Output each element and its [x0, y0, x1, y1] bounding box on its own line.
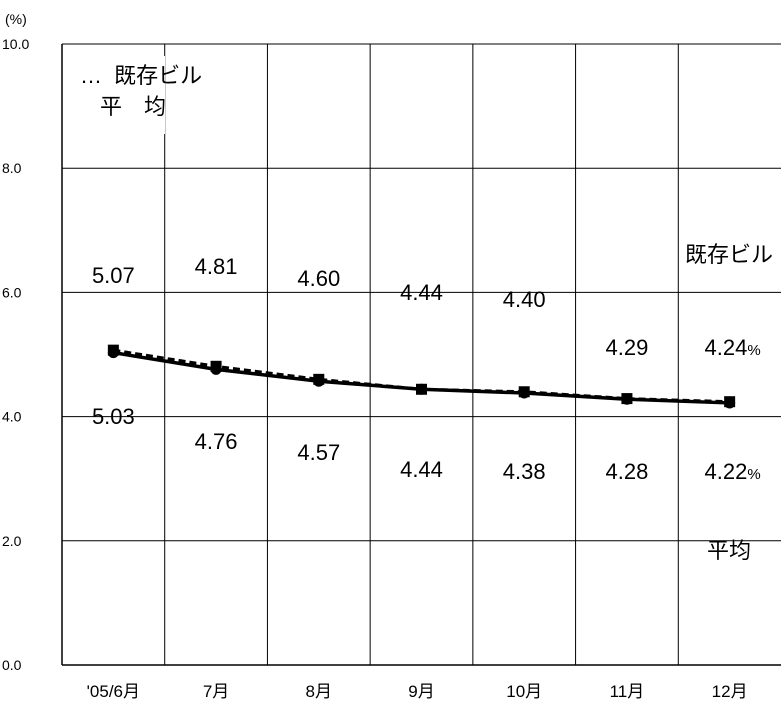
x-tick-label-3: 9月: [408, 682, 434, 701]
value-label-1-0: 5.03: [92, 404, 135, 429]
value-label-1-6: 4.22%: [705, 459, 761, 484]
marker-circle-1-1: [210, 363, 222, 375]
marker-circle-1-0: [107, 347, 119, 359]
series-label-existing-buildings: 既存ビル: [685, 242, 773, 267]
y-tick-label-0: 0.0: [2, 657, 22, 673]
value-label-0-2: 4.60: [297, 266, 340, 291]
marker-circle-1-4: [518, 387, 530, 399]
legend-text-1: 既存ビル: [114, 63, 202, 88]
y-tick-label-2: 4.0: [2, 409, 22, 425]
marker-circle-1-6: [724, 397, 736, 409]
legend-line-2: 平 均: [100, 94, 166, 119]
x-tick-labels: '05/6月 7月 8月 9月 10月 11月 12月: [87, 682, 748, 701]
y-tick-label-1: 2.0: [2, 533, 22, 549]
x-tick-label-4: 10月: [506, 682, 542, 701]
y-tick-labels: 0.0 2.0 4.0 6.0 8.0 10.0: [2, 36, 29, 673]
x-tick-label-2: 8月: [306, 682, 332, 701]
value-label-0-4: 4.40: [503, 287, 546, 312]
axes: [61, 44, 781, 666]
y-tick-label-4: 8.0: [2, 160, 22, 176]
value-label-1-5: 4.28: [606, 459, 649, 484]
value-label-1-3: 4.44: [400, 457, 443, 482]
value-label-0-6: 4.24%: [705, 335, 761, 360]
x-tick-label-5: 11月: [610, 682, 645, 701]
value-label-0-3: 4.44: [400, 280, 443, 305]
data-labels: 5.07 4.81 4.60 4.44 4.40 4.29 4.24% 5.03 4.76 4.5…: [92, 254, 761, 484]
x-tick-label-0: '05/6月: [87, 682, 140, 701]
x-tick-label-6: 12月: [712, 682, 748, 701]
legend-prefix: …: [80, 63, 102, 88]
marker-circle-1-3: [416, 383, 427, 395]
value-label-1-2: 4.57: [297, 440, 340, 465]
value-label-0-5: 4.29: [606, 335, 649, 360]
grid-lines: [62, 43, 781, 666]
series-markers: [107, 344, 736, 409]
legend-line-1: … 既存ビル: [80, 63, 202, 88]
y-axis-unit-label: (%): [5, 11, 27, 27]
value-label-1-4: 4.38: [503, 459, 546, 484]
legend: … 既存ビル 平 均: [70, 56, 202, 134]
y-tick-label-5: 10.0: [2, 36, 29, 52]
marker-circle-1-5: [621, 393, 633, 405]
series-label-average: 平均: [707, 538, 751, 563]
value-label-0-0: 5.07: [92, 263, 135, 288]
value-label-0-1: 4.81: [195, 254, 238, 279]
y-tick-label-3: 6.0: [2, 284, 22, 300]
legend-background: [70, 56, 165, 134]
series-line-1: [113, 350, 730, 405]
marker-circle-1-2: [313, 375, 325, 387]
value-label-1-1: 4.76: [195, 429, 238, 454]
x-tick-label-1: 7月: [203, 682, 229, 701]
